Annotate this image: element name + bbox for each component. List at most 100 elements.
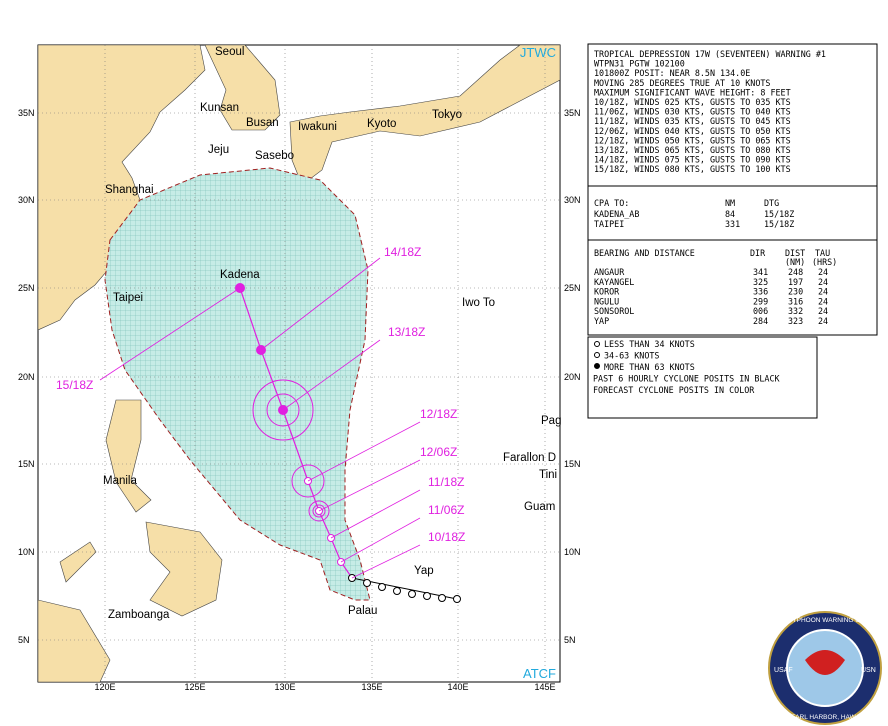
legend-line: LESS THAN 34 KNOTS bbox=[604, 339, 695, 349]
track-label: 13/18Z bbox=[388, 325, 425, 339]
legend-line: 34-63 KNOTS bbox=[604, 351, 659, 361]
warning-line: TROPICAL DEPRESSION 17W (SEVENTEEN) WARN… bbox=[594, 49, 826, 59]
bearing-cell: NGULU bbox=[594, 296, 619, 306]
bearing-cell: 341 bbox=[753, 267, 768, 277]
bearing-cell: YAP bbox=[594, 316, 609, 326]
source-label: ATCF bbox=[523, 666, 556, 681]
cpa-cell: 84 bbox=[725, 209, 735, 219]
place-label: Jeju bbox=[208, 144, 229, 156]
lat-tick-label: 25N bbox=[564, 283, 581, 293]
past-posits bbox=[348, 574, 461, 603]
lat-tick-label: 5N bbox=[18, 635, 30, 645]
place-label: Iwo To bbox=[462, 297, 495, 309]
map-labels: 120E 125E 130E 135E 140E 145E 35N 35N 30N 30N 25N 2… bbox=[18, 45, 581, 692]
cpa-header: CPA TO: bbox=[594, 198, 629, 208]
bearing-unit: (NM) bbox=[785, 257, 805, 267]
bearing-cell: 24 bbox=[818, 267, 828, 277]
track-label: 14/18Z bbox=[384, 245, 421, 259]
bearing-cell: 006 bbox=[753, 306, 768, 316]
lon-tick-label: 140E bbox=[447, 682, 468, 692]
bearing-header: DIST bbox=[785, 248, 805, 258]
bearing-unit: (HRS) bbox=[812, 257, 837, 267]
bearing-cell: 230 bbox=[788, 287, 803, 297]
warning-line: 11/06Z, WINDS 030 KTS, GUSTS TO 040 KTS bbox=[594, 107, 791, 117]
lat-tick-label: 25N bbox=[18, 283, 35, 293]
lat-tick-label: 20N bbox=[564, 372, 581, 382]
cpa-cell: 15/18Z bbox=[764, 219, 794, 229]
bearing-cell: 24 bbox=[818, 306, 828, 316]
place-label: Taipei bbox=[113, 292, 143, 304]
track-label: 12/06Z bbox=[420, 445, 457, 459]
warning-line: 14/18Z, WINDS 075 KTS, GUSTS TO 090 KTS bbox=[594, 155, 791, 165]
place-label: Guam bbox=[524, 501, 555, 513]
lat-tick-label: 35N bbox=[18, 108, 35, 118]
lat-tick-label: 15N bbox=[18, 459, 35, 469]
bearing-header: BEARING AND DISTANCE bbox=[594, 248, 695, 258]
track-label: 11/06Z bbox=[428, 503, 464, 517]
place-label: Busan bbox=[246, 117, 279, 129]
text-layer: TROPICAL DEPRESSION 17W (SEVENTEEN) WARN… bbox=[593, 49, 882, 721]
logo-text: USAF bbox=[774, 667, 793, 674]
bearing-cell: 323 bbox=[788, 316, 803, 326]
place-label: Manila bbox=[103, 475, 137, 487]
place-label: Zamboanga bbox=[108, 609, 170, 621]
bearing-cell: KAYANGEL bbox=[594, 277, 634, 287]
place-label: Tokyo bbox=[432, 109, 462, 121]
logo bbox=[768, 611, 882, 725]
lat-tick-label: 30N bbox=[564, 195, 581, 205]
place-label: Kyoto bbox=[367, 118, 396, 130]
bearing-cell: 197 bbox=[788, 277, 803, 287]
warning-line: 12/18Z, WINDS 050 KTS, GUSTS TO 065 KTS bbox=[594, 135, 791, 145]
lat-tick-label: 5N bbox=[564, 635, 576, 645]
cpa-header: NM bbox=[725, 198, 735, 208]
track-label: 10/18Z bbox=[428, 530, 465, 544]
bearing-cell: 299 bbox=[753, 296, 768, 306]
legend-line: FORECAST CYCLONE POSITS IN COLOR bbox=[593, 385, 755, 395]
label-leaders bbox=[99, 257, 421, 579]
place-label: Iwakuni bbox=[298, 121, 337, 133]
warning-line: 11/18Z, WINDS 035 KTS, GUSTS TO 045 KTS bbox=[594, 116, 791, 126]
lon-tick-label: 135E bbox=[361, 682, 382, 692]
lat-tick-label: 35N bbox=[564, 108, 581, 118]
bearing-cell: 24 bbox=[818, 277, 828, 287]
warning-line: MAXIMUM SIGNIFICANT WAVE HEIGHT: 8 FEET bbox=[594, 87, 791, 97]
cpa-cell: KADENA_AB bbox=[594, 209, 639, 219]
warning-line: 101800Z POSIT: NEAR 8.5N 134.0E bbox=[594, 68, 750, 78]
lat-tick-label: 15N bbox=[564, 459, 581, 469]
legend-panel bbox=[587, 336, 818, 419]
place-label: Tini bbox=[539, 469, 557, 481]
forecast-track bbox=[239, 287, 353, 579]
bearing-cell: 24 bbox=[818, 316, 828, 326]
logo-text: PEARL HARBOR, HAWAII bbox=[787, 714, 864, 721]
legend-line: MORE THAN 63 KNOTS bbox=[604, 362, 695, 372]
graticule bbox=[38, 45, 560, 682]
lat-tick-label: 10N bbox=[564, 547, 581, 557]
logo-text: USN bbox=[861, 667, 876, 674]
bearing-cell: 336 bbox=[753, 287, 768, 297]
place-label: Palau bbox=[348, 605, 377, 617]
danger-area bbox=[104, 167, 371, 601]
lat-tick-label: 10N bbox=[18, 547, 35, 557]
legend-symbol bbox=[594, 363, 600, 369]
warning-panel bbox=[587, 43, 878, 336]
lon-tick-label: 130E bbox=[274, 682, 295, 692]
warning-line: 15/18Z, WINDS 080 KTS, GUSTS TO 100 KTS bbox=[594, 164, 791, 174]
track-label: 12/18Z bbox=[420, 407, 457, 421]
bearing-cell: KOROR bbox=[594, 287, 620, 297]
bearing-cell: 24 bbox=[818, 296, 828, 306]
warning-line: 12/06Z, WINDS 040 KTS, GUSTS TO 050 KTS bbox=[594, 126, 791, 136]
bearing-cell: 325 bbox=[753, 277, 768, 287]
place-label: Seoul bbox=[215, 46, 244, 58]
bearing-header: TAU bbox=[815, 248, 830, 258]
bearing-cell: 284 bbox=[753, 316, 768, 326]
bearing-cell: 24 bbox=[818, 287, 828, 297]
bearing-cell: SONSOROL bbox=[594, 306, 634, 316]
place-label: Kadena bbox=[220, 269, 260, 281]
cpa-cell: TAIPEI bbox=[594, 219, 624, 229]
bearing-cell: 316 bbox=[788, 296, 803, 306]
bearing-cell: 332 bbox=[788, 306, 803, 316]
cpa-cell: 331 bbox=[725, 219, 740, 229]
cpa-cell: 15/18Z bbox=[764, 209, 794, 219]
lon-tick-label: 145E bbox=[534, 682, 555, 692]
